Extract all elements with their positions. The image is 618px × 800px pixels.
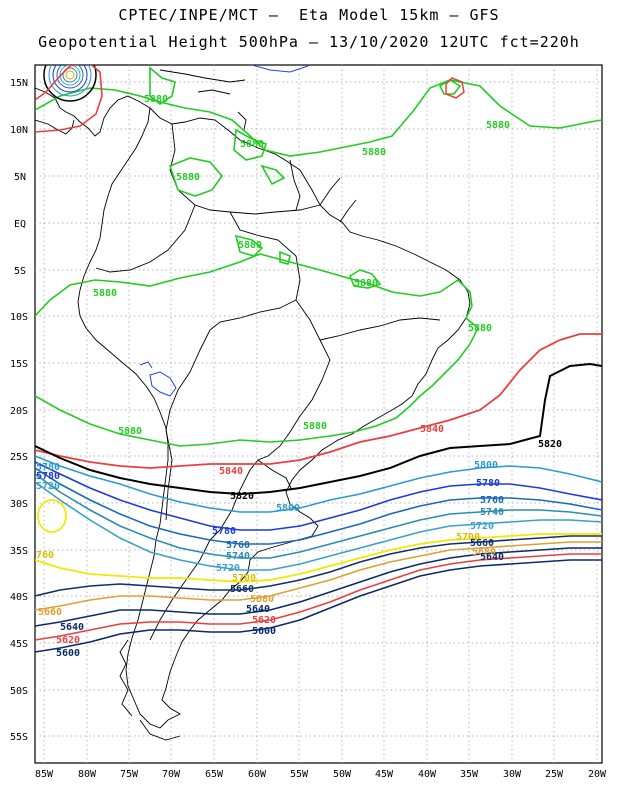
contour-5700 (35, 533, 602, 583)
label-5820-a: 5820 (538, 439, 562, 450)
label-760-west: 760 (36, 550, 54, 561)
contour-5840-high-cell (445, 77, 465, 99)
contour-5660 (35, 535, 602, 597)
contour-5600 (35, 559, 602, 653)
label-5640-b: 5640 (246, 604, 270, 615)
label-5780-b: 5780 (212, 526, 236, 537)
label-5880-j: 5880 (118, 426, 142, 437)
label-5620-a: 5620 (252, 615, 276, 626)
label-5620-b: 5620 (56, 635, 80, 646)
lat-label: 15S (10, 359, 28, 370)
label-5720-b: 5720 (216, 563, 240, 574)
contour-5760 (35, 467, 602, 545)
lat-label: 10S (10, 312, 28, 323)
lat-label: 50S (10, 686, 28, 697)
label-5880-g: 5880 (93, 288, 117, 299)
latitude-axis: 15N 10N 5N EQ 5S 10S 15S 20S 25S 30S 35S… (10, 78, 28, 743)
contour-5700-ring (37, 499, 67, 533)
lat-label: 55S (10, 732, 28, 743)
longitude-axis: 85W 80W 75W 70W 65W 60W 55W 50W 45W 40W … (35, 769, 607, 780)
chart-title: CPTEC/INPE/MCT — Eta Model 15km — GFS (118, 6, 500, 24)
contour-5800 (35, 455, 602, 513)
label-5600-a: 5600 (252, 626, 276, 637)
label-5780-a: 5780 (476, 478, 500, 489)
label-5660-c: 5660 (38, 607, 62, 618)
lon-label: 30W (503, 769, 522, 780)
lon-label: 20W (588, 769, 607, 780)
label-5880-b: 5880 (176, 172, 200, 183)
contour-5880 (35, 66, 602, 447)
contour-5780 (35, 461, 602, 531)
label-5880-h: 5880 (354, 278, 378, 289)
label-5880-d: 5880 (362, 147, 386, 158)
map-frame (34, 64, 603, 764)
contour-5680 (35, 541, 602, 611)
label-5880-c: 5880 (240, 139, 264, 150)
contour-5840 (35, 333, 602, 469)
lat-label: 10N (10, 125, 28, 136)
lon-label: 40W (418, 769, 437, 780)
label-5660-b: 5660 (230, 584, 254, 595)
label-5880-e: 5880 (486, 120, 510, 131)
lon-label: 45W (375, 769, 394, 780)
label-5660-a: 5660 (470, 538, 494, 549)
label-5840-b: 5840 (219, 466, 243, 477)
label-5880-a: 5880 (144, 94, 168, 105)
contour-5640 (35, 547, 602, 627)
label-5640-c: 5640 (60, 622, 84, 633)
label-5800-a: 5800 (474, 460, 498, 471)
chart-subtitle: Geopotential Height 500hPa — 13/10/2020 … (38, 33, 580, 51)
lat-label: 35S (10, 546, 28, 557)
label-5720-a: 5720 (470, 521, 494, 532)
label-5780-c: 5780 (36, 462, 60, 473)
label-5740-b: 5740 (226, 551, 250, 562)
contour-5820 (35, 362, 602, 496)
lat-label: 5N (14, 172, 26, 183)
lon-label: 65W (205, 769, 224, 780)
lon-label: 25W (545, 769, 564, 780)
label-5880-f: 5880 (238, 240, 262, 251)
lon-label: 60W (248, 769, 267, 780)
lat-label: EQ (14, 219, 26, 230)
lon-label: 85W (35, 769, 54, 780)
lon-label: 55W (290, 769, 309, 780)
contour-5720 (35, 481, 602, 571)
lakes (139, 65, 309, 397)
label-5700-a: 5700 (456, 532, 480, 543)
contour-5620 (35, 553, 602, 641)
cyclone-rings (35, 65, 103, 133)
lat-label: 15N (10, 78, 28, 89)
lon-label: 50W (333, 769, 352, 780)
label-5800-b: 5800 (276, 503, 300, 514)
label-5840-a: 5840 (420, 424, 444, 435)
label-5720-c: 5720 (36, 481, 60, 492)
label-5700-b: 5700 (232, 573, 256, 584)
label-5740-a: 5740 (480, 507, 504, 518)
coastlines (35, 69, 471, 741)
lat-label: 40S (10, 592, 28, 603)
label-5640-a: 5640 (480, 552, 504, 563)
lon-label: 80W (78, 769, 97, 780)
label-5600-b: 5600 (56, 648, 80, 659)
label-5760-b: 5760 (226, 540, 250, 551)
label-5680-a: 5680 (472, 547, 496, 558)
label-5680-b: 5680 (250, 594, 274, 605)
contour-5740 (35, 473, 602, 559)
lat-label: 30S (10, 499, 28, 510)
contour-labels: 5880 5880 5880 5880 5880 5880 5880 5880 … (36, 94, 562, 659)
lat-label: 45S (10, 639, 28, 650)
label-5760-a: 5760 (480, 495, 504, 506)
label-5780-d: 5780 (36, 471, 60, 482)
lat-label: 25S (10, 452, 28, 463)
lon-label: 35W (460, 769, 479, 780)
label-5880-i: 5880 (468, 323, 492, 334)
lat-label: 20S (10, 406, 28, 417)
lat-label: 5S (14, 266, 26, 277)
label-5820-b: 5820 (230, 491, 254, 502)
lon-label: 70W (162, 769, 181, 780)
lon-label: 75W (120, 769, 139, 780)
label-5880-k: 5880 (303, 421, 327, 432)
